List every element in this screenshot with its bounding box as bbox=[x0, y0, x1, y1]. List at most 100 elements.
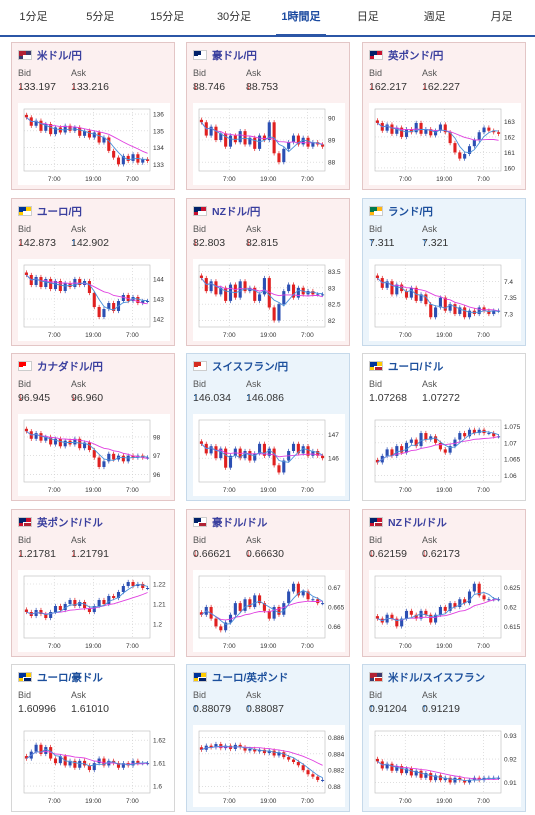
tab-5min[interactable]: 5分足 bbox=[86, 11, 115, 23]
tab-1min[interactable]: 1分足 bbox=[19, 11, 48, 23]
candle-body bbox=[419, 610, 423, 619]
bid-label: Bid bbox=[369, 224, 383, 234]
price-chart[interactable]: 0.625 0.62 0.615 7:00 19:00 7:00 bbox=[369, 570, 521, 652]
pair-header[interactable]: 米ドル/スイスフラン bbox=[369, 670, 485, 684]
pair-card[interactable]: ユーロ/豪ドル Bid Ask 1.60996 1.61010 1.62 1.61… bbox=[11, 664, 175, 812]
pair-card[interactable]: ユーロ/円 Bid Ask ↓ 142.873 ↑ 142.902 144 143 14… bbox=[11, 198, 175, 346]
pair-card[interactable]: 豪ドル/ドル Bid Ask ↓ 0.66621 ↓ 0.66630 0.67 0.6… bbox=[186, 509, 350, 657]
pair-name[interactable]: ユーロ/ドル bbox=[388, 360, 444, 373]
x-tick-label: 19:00 bbox=[260, 798, 277, 805]
pair-card[interactable]: カナダドル/円 Bid Ask ↓ 96.945 ↓ 96.960 98 97 96 7:… bbox=[11, 353, 175, 501]
price-chart[interactable]: 1.22 1.21 1.2 7:00 19:00 7:00 bbox=[18, 570, 170, 652]
y-tick-label: 1.06 bbox=[504, 473, 517, 480]
tab-15min[interactable]: 15分足 bbox=[150, 11, 185, 23]
ma-long-line bbox=[201, 277, 323, 298]
pair-card[interactable]: ユーロ/英ポンド Bid Ask ↑ 0.88079 ↑ 0.88087 0.886… bbox=[186, 664, 350, 812]
pair-name[interactable]: 英ポンド/円 bbox=[388, 49, 444, 62]
pair-name[interactable]: NZドル/円 bbox=[212, 205, 261, 218]
price-chart[interactable]: 147 146 7:00 19:00 7:00 bbox=[193, 414, 345, 496]
pair-name[interactable]: ユーロ/円 bbox=[37, 205, 82, 218]
price-chart[interactable]: 1.075 1.07 1.065 1.06 7:00 19:00 7:00 bbox=[369, 414, 521, 496]
candle-body bbox=[243, 281, 247, 292]
candle-body bbox=[58, 756, 62, 764]
pair-card[interactable]: ランド/円 Bid Ask ↑ 7.311 ↑ 7.321 7.4 7.35 7.3 7:… bbox=[362, 198, 526, 346]
price-chart[interactable]: 0.93 0.92 0.91 7:00 19:00 7:00 bbox=[369, 725, 521, 807]
bid-value: ↑ 7.311 bbox=[369, 237, 395, 249]
pair-name[interactable]: スイスフラン/円 bbox=[212, 360, 289, 373]
pair-header[interactable]: ユーロ/豪ドル bbox=[18, 670, 103, 684]
tab-1hour[interactable]: 1時間足 bbox=[268, 0, 335, 37]
pair-header[interactable]: ランド/円 bbox=[369, 204, 433, 218]
bid-number: 82.803 bbox=[193, 237, 226, 249]
pair-header[interactable]: 米ドル/円 bbox=[18, 48, 82, 62]
price-chart[interactable]: 7.4 7.35 7.3 7:00 19:00 7:00 bbox=[369, 259, 521, 341]
pair-card[interactable]: 豪ドル/円 Bid Ask ↓ 88.746 ↓ 88.753 90 89 88 7:00… bbox=[186, 42, 350, 190]
pair-header[interactable]: NZドル/ドル bbox=[369, 515, 447, 529]
candle-body bbox=[438, 607, 442, 615]
price-chart[interactable]: 1.62 1.61 1.6 7:00 19:00 7:00 bbox=[18, 725, 170, 807]
pair-name[interactable]: 米ドル/円 bbox=[37, 49, 82, 62]
x-tick-label: 7:00 bbox=[223, 798, 236, 805]
candle-body bbox=[126, 155, 130, 161]
y-tick-label: 146 bbox=[328, 456, 339, 463]
candle-body bbox=[487, 310, 491, 314]
candle-body bbox=[487, 433, 491, 435]
pair-card[interactable]: ユーロ/ドル Bid Ask 1.07268 1.07272 1.075 1.07… bbox=[362, 353, 526, 501]
price-chart[interactable]: 144 143 142 7:00 19:00 7:00 bbox=[18, 259, 170, 341]
pair-card[interactable]: 英ポンド/円 Bid Ask ↓ 162.217 ↓ 162.227 163 162 1… bbox=[362, 42, 526, 190]
price-chart[interactable]: 90 89 88 7:00 19:00 7:00 bbox=[193, 103, 345, 185]
pair-card[interactable]: スイスフラン/円 Bid Ask ↑ 146.034 ↑ 146.086 147 14… bbox=[186, 353, 350, 501]
price-chart[interactable]: 98 97 96 7:00 19:00 7:00 bbox=[18, 414, 170, 496]
pair-header[interactable]: NZドル/円 bbox=[193, 204, 260, 218]
price-chart[interactable]: 163 162 161 160 7:00 19:00 7:00 bbox=[369, 103, 521, 185]
pair-header[interactable]: 豪ドル/円 bbox=[193, 48, 257, 62]
pair-header[interactable]: 豪ドル/ドル bbox=[193, 515, 267, 529]
candle-body bbox=[287, 284, 291, 292]
price-chart[interactable]: 0.67 0.665 0.66 7:00 19:00 7:00 bbox=[193, 570, 345, 652]
tab-monthly[interactable]: 月足 bbox=[490, 11, 513, 23]
ask-number: 162.227 bbox=[422, 81, 460, 93]
pair-name[interactable]: 豪ドル/円 bbox=[212, 49, 257, 62]
pair-card[interactable]: 英ポンド/ドル Bid Ask ↓ 1.21781 ↓ 1.21791 1.22 1.… bbox=[11, 509, 175, 657]
pair-name[interactable]: ランド/円 bbox=[388, 205, 433, 218]
candle-body bbox=[39, 120, 43, 131]
y-tick-label: 98 bbox=[153, 434, 161, 441]
pair-name[interactable]: ユーロ/英ポンド bbox=[212, 671, 289, 684]
pair-header[interactable]: スイスフラン/円 bbox=[193, 359, 288, 373]
tab-weekly[interactable]: 週足 bbox=[423, 11, 446, 23]
candle-body bbox=[146, 301, 150, 302]
candle-body bbox=[209, 281, 213, 292]
pair-card[interactable]: NZドル/円 Bid Ask ↓ 82.803 ↓ 82.815 83.5 83 82.… bbox=[186, 198, 350, 346]
candle-body bbox=[238, 131, 242, 143]
pair-header[interactable]: ユーロ/円 bbox=[18, 204, 82, 218]
pair-name[interactable]: ユーロ/豪ドル bbox=[37, 671, 103, 684]
candle-body bbox=[121, 295, 125, 301]
pair-card[interactable]: 米ドル/スイスフラン Bid Ask ↑ 0.91204 ↑ 0.91219 0.9… bbox=[362, 664, 526, 812]
price-chart[interactable]: 136 135 134 133 7:00 19:00 7:00 bbox=[18, 103, 170, 185]
pair-header[interactable]: ユーロ/英ポンド bbox=[193, 670, 288, 684]
pair-name[interactable]: 豪ドル/ドル bbox=[212, 516, 268, 529]
candle-body bbox=[272, 448, 276, 466]
pair-name[interactable]: 英ポンド/ドル bbox=[37, 516, 103, 529]
pair-header[interactable]: カナダドル/円 bbox=[18, 359, 103, 373]
pair-card[interactable]: NZドル/ドル Bid Ask ↓ 0.62159 ↓ 0.62173 0.625 0… bbox=[362, 509, 526, 657]
pair-header[interactable]: 英ポンド/円 bbox=[369, 48, 443, 62]
pair-header[interactable]: ユーロ/ドル bbox=[369, 359, 443, 373]
candle-body bbox=[63, 440, 67, 447]
candle-body bbox=[282, 603, 286, 615]
candle-body bbox=[272, 750, 276, 756]
pair-name[interactable]: カナダドル/円 bbox=[37, 360, 103, 373]
arrow-up-icon: ↑ bbox=[246, 392, 251, 403]
tab-daily[interactable]: 日足 bbox=[356, 11, 379, 23]
candle-body bbox=[53, 438, 58, 445]
ask-value: ↑ 146.086 bbox=[246, 392, 284, 404]
price-chart[interactable]: 0.886 0.884 0.882 0.88 7:00 19:00 7:00 bbox=[193, 725, 345, 807]
candle-body bbox=[199, 119, 203, 123]
ask-label: Ask bbox=[422, 224, 438, 234]
pair-card[interactable]: 米ドル/円 Bid Ask ↓ 133.197 ↓ 133.216 136 135 13… bbox=[11, 42, 175, 190]
pair-name[interactable]: 米ドル/スイスフラン bbox=[388, 671, 486, 684]
tab-30min[interactable]: 30分足 bbox=[216, 11, 252, 23]
pair-name[interactable]: NZドル/ドル bbox=[388, 516, 447, 529]
price-chart[interactable]: 83.5 83 82.5 82 7:00 19:00 7:00 bbox=[193, 259, 345, 341]
pair-header[interactable]: 英ポンド/ドル bbox=[18, 515, 103, 529]
